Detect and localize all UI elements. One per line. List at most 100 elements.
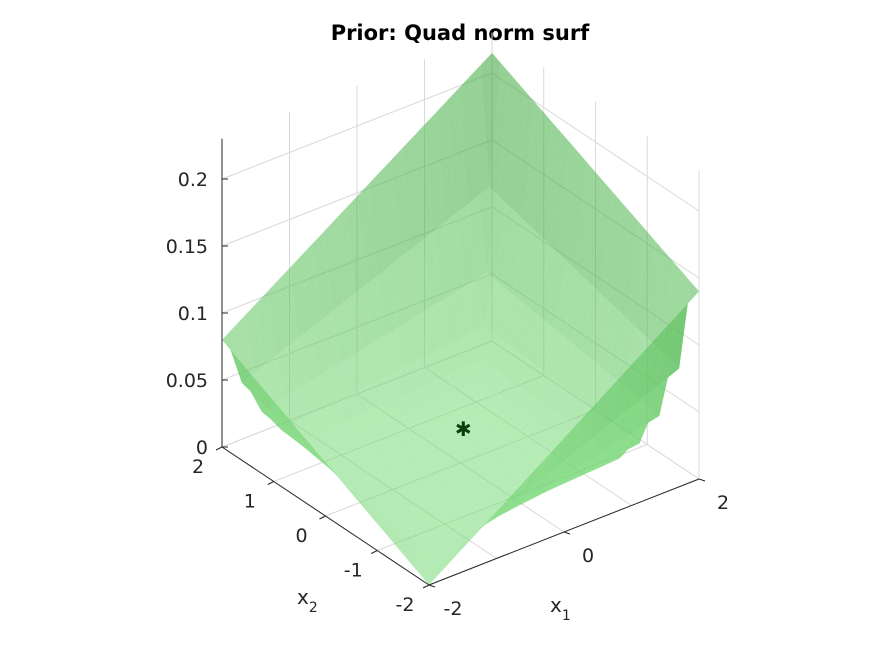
surface-patch <box>461 494 482 505</box>
surface-patch <box>318 370 338 408</box>
surface-patch <box>429 461 450 472</box>
surface-patch <box>519 418 540 434</box>
surface-patch <box>461 332 482 366</box>
surface-patch <box>431 412 452 425</box>
surface-patch <box>488 428 509 440</box>
x-tick-label: 0 <box>582 545 594 567</box>
surface-patch <box>618 211 639 320</box>
surface-patch <box>449 463 470 474</box>
surface-patch <box>513 391 534 413</box>
surface-patch <box>233 315 254 383</box>
x-tick-mark <box>428 584 436 588</box>
surface-patch <box>360 384 381 412</box>
surface-patch <box>397 425 418 438</box>
surface-patch <box>442 548 463 561</box>
surface-patch <box>569 440 590 473</box>
surface-patch <box>326 401 347 427</box>
surface-patch <box>455 478 476 490</box>
surface-patch <box>367 495 388 504</box>
surface-patch <box>476 388 497 405</box>
surface-patch <box>343 434 364 449</box>
surface-patch <box>391 396 412 416</box>
surface-patch <box>480 459 501 471</box>
surface-patch <box>454 536 474 550</box>
surface-patch <box>535 322 556 372</box>
surface-patch <box>592 182 613 295</box>
surface-patch <box>354 492 374 506</box>
surface-patch <box>275 347 296 398</box>
surface-patch <box>334 208 355 303</box>
surface-patch <box>426 435 446 446</box>
surface-patch <box>445 436 466 448</box>
surface-patch <box>406 433 426 445</box>
surface-patch <box>524 477 545 501</box>
y-tick-label: 2 <box>192 456 204 478</box>
surface-patch <box>479 422 500 434</box>
surface-patch <box>399 249 420 322</box>
surface-patch <box>386 430 407 443</box>
surface-patch <box>459 365 479 388</box>
surface-patch <box>546 459 567 487</box>
surface-patch <box>590 294 611 366</box>
surface-patch <box>453 522 474 530</box>
surface-patch <box>564 269 585 345</box>
surface-patch <box>443 447 464 458</box>
surface-patch <box>387 502 408 510</box>
surface-patch <box>541 378 562 410</box>
surface-patch <box>653 251 674 352</box>
surface-patch <box>414 549 435 560</box>
surface-patch <box>489 465 509 476</box>
surface-patch <box>435 477 456 488</box>
surface-patch <box>575 162 596 278</box>
surface-patch <box>405 514 425 522</box>
z-tick-label: 0.15 <box>166 236 208 258</box>
y-tick-label: -1 <box>344 560 363 582</box>
surface-patch <box>510 301 530 353</box>
surface-patch <box>368 513 389 526</box>
surface-patch <box>522 397 542 419</box>
surface-patch <box>367 467 387 477</box>
surface-patch <box>365 498 386 509</box>
surface-patch <box>597 455 617 469</box>
surface-patch <box>544 330 565 379</box>
surface-patch <box>430 497 450 508</box>
surface-patch <box>504 385 525 407</box>
surface-patch <box>399 527 420 535</box>
surface-patch <box>291 421 311 450</box>
surface-patch <box>457 468 478 479</box>
y-tick-label: 0 <box>295 525 307 547</box>
surface-patch <box>499 421 520 435</box>
surface-patch <box>496 434 517 446</box>
surface-patch <box>500 461 521 472</box>
surface-patch <box>555 261 576 338</box>
surface-patch <box>351 349 372 390</box>
surface-patch <box>472 326 493 361</box>
surface-patch <box>426 471 447 482</box>
surface-patch <box>679 281 699 369</box>
surface-patch <box>382 513 403 522</box>
surface-patch <box>230 350 251 392</box>
surface-patch <box>265 390 285 425</box>
surface-patch <box>308 442 329 467</box>
surface-patch <box>463 484 484 495</box>
surface-patch <box>435 100 456 223</box>
surface-patch <box>487 372 508 395</box>
surface-patch <box>420 567 441 585</box>
surface-patch <box>340 356 361 396</box>
surface-patch <box>523 102 544 229</box>
surface-patch <box>573 277 593 352</box>
surface-patch <box>480 52 501 188</box>
surface-patch <box>459 528 480 537</box>
surface-patch <box>427 507 448 517</box>
surface-patch <box>371 508 392 521</box>
surface-patch <box>584 172 605 287</box>
surface-patch <box>456 513 476 523</box>
surface-patch <box>402 391 423 412</box>
surface-patch <box>420 416 440 429</box>
surface-patch <box>433 397 454 413</box>
surface-patch <box>423 556 443 568</box>
surface-patch <box>393 484 413 494</box>
surface-patch <box>364 476 385 485</box>
surface-patch <box>464 279 485 333</box>
